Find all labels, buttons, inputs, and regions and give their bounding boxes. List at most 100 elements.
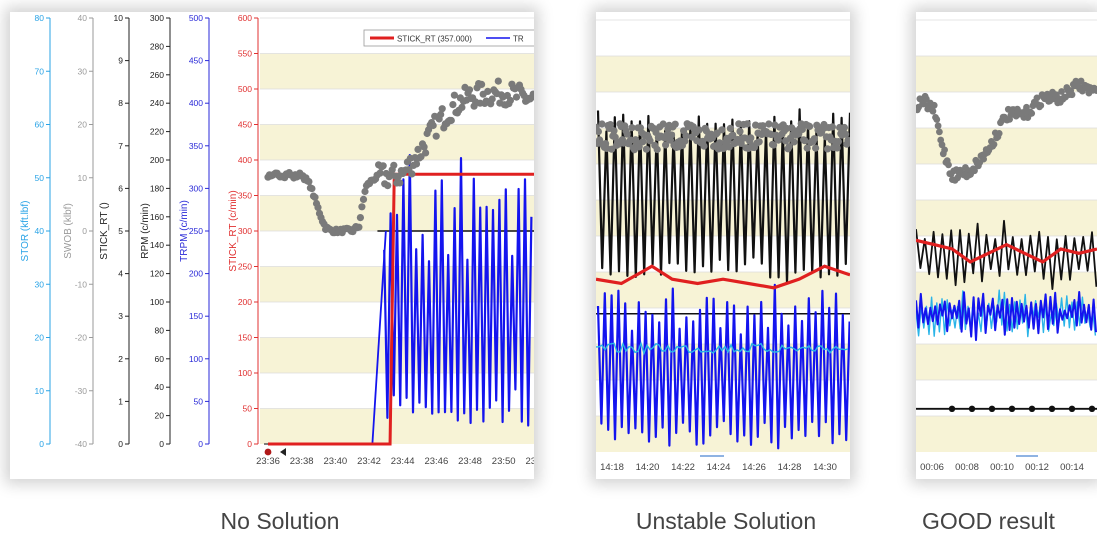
chart1-y-tick-label: 40	[35, 226, 45, 236]
caption-no-solution: No Solution	[220, 508, 340, 534]
chart1-axis-title: TRPM (c/min)	[179, 200, 190, 262]
chart1-y-tick-label: 7	[118, 141, 123, 151]
chart1-gray-marker	[447, 116, 455, 125]
chart1-scroll-arrow-icon	[280, 448, 286, 456]
chart2-gray-marker	[801, 137, 809, 145]
chart1-gray-marker	[437, 110, 445, 119]
chart3-black-marker	[1028, 405, 1036, 412]
chart1-y-tick-label: -40	[75, 439, 88, 449]
chart1-gray-marker	[494, 77, 502, 85]
chart2-x-tick-label: 14:22	[671, 462, 695, 473]
chart2-gray-marker	[790, 138, 798, 146]
chart2-gray-marker	[671, 120, 679, 128]
chart1-gray-marker	[412, 160, 421, 168]
chart2-gray-marker	[759, 122, 767, 130]
chart2-gray-marker	[828, 123, 836, 131]
chart3-gray-marker	[1077, 77, 1085, 85]
chart2-gray-marker	[659, 120, 667, 128]
chart3-gray-marker	[936, 128, 943, 136]
chart2-gray-marker	[668, 131, 676, 139]
chart1-y-tick-label: 0	[247, 439, 252, 449]
chart2-x-tick-label: 14:24	[707, 462, 731, 473]
chart1-y-tick-label: 30	[35, 279, 45, 289]
chart1-x-tick-label: 23:46	[424, 456, 448, 467]
chart1-y-tick-label: 6	[118, 183, 123, 193]
chart1-y-tick-label: 120	[150, 269, 164, 279]
chart1-gray-marker	[458, 103, 466, 111]
chart-unstable-solution: 14:18 14:20 14:22 14:24 14:26 14:28 14:30	[596, 12, 850, 479]
chart2-gray-marker	[695, 126, 703, 134]
chart1-gray-marker	[429, 121, 437, 130]
chart2-gray-marker	[623, 130, 631, 138]
chart2-gray-marker	[845, 137, 850, 145]
chart3-black-marker	[988, 405, 996, 412]
chart2-gray-marker	[606, 121, 614, 129]
chart3-gray-marker	[1033, 94, 1041, 102]
chart1-x-tick-label: 23:48	[458, 456, 482, 467]
chart1-x-tick-label: 23:50	[492, 456, 516, 467]
chart1-y-tick-label: 70	[35, 66, 45, 76]
chart2-gray-marker	[765, 120, 773, 128]
chart1-y-tick-label: 500	[238, 84, 252, 94]
chart3-black-marker	[1008, 405, 1016, 412]
chart2-x-tick-label: 14:30	[813, 462, 837, 473]
chart1-grid-band	[260, 337, 534, 373]
chart1-gray-marker	[305, 178, 313, 186]
chart1-gray-marker	[512, 93, 521, 101]
chart1-y-tick-label: 200	[150, 155, 164, 165]
chart1-y-tick-label: 400	[238, 155, 252, 165]
chart1-y-tick-label: 250	[189, 226, 203, 236]
chart1-y-tick-label: 200	[238, 297, 252, 307]
chart1-scroll-handle	[264, 448, 272, 456]
chart1-y-tick-label: 300	[150, 13, 164, 23]
chart3-gray-marker	[934, 122, 942, 130]
chart1-y-tick-label: 240	[150, 98, 164, 108]
chart1-gray-marker	[356, 214, 364, 222]
chart1-y-tick-label: 10	[35, 386, 45, 396]
chart1-legend-label: TR	[513, 35, 524, 44]
chart3-x-tick-label: 00:06	[920, 462, 944, 473]
chart3-black-marker	[968, 405, 976, 412]
chart1-y-tick-label: 600	[238, 13, 252, 23]
chart3-gray-marker	[1037, 102, 1045, 109]
chart2-x-tick-label: 14:18	[600, 462, 624, 473]
chart1-y-tick-label: 40	[155, 382, 165, 392]
chart1-y-tick-label: 30	[78, 66, 88, 76]
chart2-gray-marker	[628, 124, 636, 132]
chart2-gray-marker	[718, 126, 726, 134]
chart1-gray-marker	[465, 86, 474, 94]
chart1-y-tick-label: 2	[118, 354, 123, 364]
chart2-gray-marker	[803, 144, 811, 152]
chart2-gray-marker	[700, 142, 708, 150]
chart3-grid-band	[916, 164, 1097, 200]
chart1-y-tick-label: 0	[159, 439, 164, 449]
chart1-y-tick-label: 50	[194, 396, 204, 406]
chart2-x-tick-label: 14:28	[778, 462, 802, 473]
chart1-gray-marker	[311, 193, 319, 201]
chart2-gray-marker	[639, 138, 647, 146]
chart3-gray-marker	[1058, 88, 1065, 95]
caption-unstable-solution: Unstable Solution	[635, 508, 817, 534]
chart3-gray-marker	[930, 101, 938, 109]
chart2-gray-marker	[812, 144, 820, 152]
chart2-x-tick-label: 14:26	[742, 462, 766, 473]
chart1-grid-band	[260, 124, 534, 160]
chart3-gray-marker	[945, 161, 952, 169]
chart2-red-series	[596, 264, 850, 290]
chart3-black-marker	[948, 405, 956, 412]
chart1-y-tick-label: 40	[78, 13, 88, 23]
chart1-y-tick-label: 50	[35, 173, 45, 183]
chart1-gray-marker	[376, 169, 384, 177]
chart1-y-tick-label: 80	[155, 325, 165, 335]
chart3-gray-marker	[1093, 87, 1097, 94]
chart2-gray-marker	[824, 145, 832, 153]
chart1-y-tick-label: 60	[35, 120, 45, 130]
chart3-gray-marker	[990, 141, 998, 148]
chart1-y-tick-label: 350	[238, 191, 252, 201]
chart1-y-tick-label: 60	[155, 354, 165, 364]
chart2-gray-marker	[610, 127, 618, 135]
chart1-y-tick-label: 260	[150, 70, 164, 80]
chart2-gray-marker	[635, 143, 643, 151]
chart3-black-marker	[1048, 405, 1056, 412]
